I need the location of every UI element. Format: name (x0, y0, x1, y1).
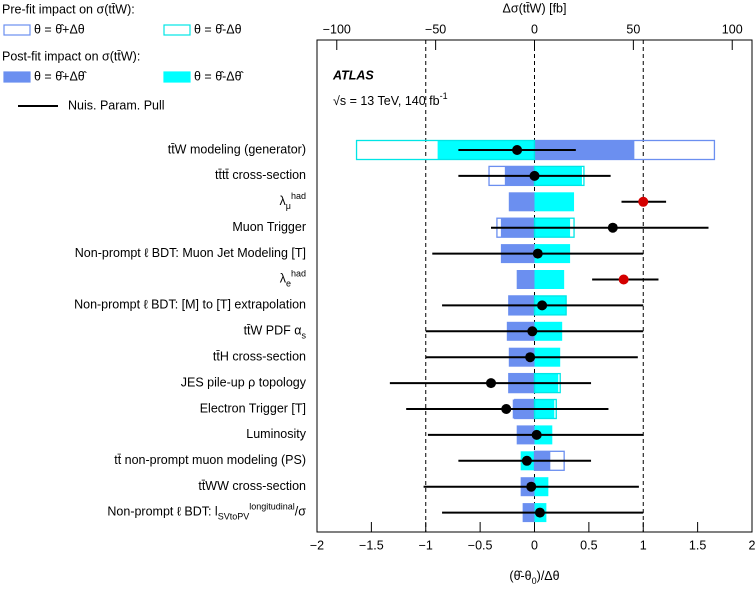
x-tick-label: −1.5 (359, 538, 384, 552)
x2-tick-label: −100 (323, 22, 351, 36)
x-axis-label-base: (θ̂-θ (509, 569, 531, 583)
pull-point (534, 507, 545, 518)
pull-point (527, 326, 538, 337)
x-tick-label: −1 (419, 538, 433, 552)
postfit-bar (534, 270, 565, 289)
legend-swatch (3, 24, 31, 36)
category-label-base: λ (280, 194, 287, 208)
x-axis-label-tail: )/Δθ (537, 569, 560, 583)
legend-label: θ = θ̂-Δθ̂ (194, 69, 245, 83)
postfit-bar (534, 192, 575, 212)
category-label: tt̄W modeling (generator) (168, 142, 306, 156)
x-tick-label: 1.5 (689, 538, 706, 552)
energy-label-sup: -1 (440, 91, 448, 101)
pull-point (532, 248, 543, 259)
category-label-base: tt̄W PDF α (244, 324, 302, 338)
atlas-label: ATLAS (332, 68, 374, 82)
category-label: Electron Trigger [T] (200, 401, 306, 415)
category-label: Muon Trigger (232, 220, 306, 234)
x-axis-label: (θ̂-θ0)/Δθ (509, 569, 559, 586)
x-tick-label: −2 (310, 538, 324, 552)
category-label-tail: /σ (295, 505, 306, 519)
category-label: tt̄ non-prompt muon modeling (PS) (114, 453, 306, 467)
pull-point (638, 196, 649, 207)
legend-title: Post-fit impact on σ(tt̄W): (2, 49, 140, 63)
postfit-bar (534, 140, 635, 160)
pull-point (531, 429, 542, 440)
category-label: Non-prompt ℓ BDT: lSVtoPVlongitudinal/σ (107, 502, 306, 522)
x2-tick-label: −50 (425, 22, 446, 36)
category-label: tt̄WW cross-section (198, 479, 306, 493)
x2-tick-label: 50 (626, 22, 640, 36)
category-label-base: λ (280, 272, 287, 286)
postfit-bar (508, 192, 535, 212)
x2-tick-label: 100 (722, 22, 743, 36)
postfit-bar (516, 270, 535, 289)
legend-label: θ = θ̂-Δθ (194, 22, 242, 36)
category-label-sub: e (286, 279, 291, 289)
category-label-base: Non-prompt ℓ BDT: l (107, 505, 217, 519)
category-label: tt̄tt̄ cross-section (215, 168, 306, 182)
legend-swatch (163, 71, 191, 83)
energy-label-base: √s = 13 TeV, 140 fb (333, 94, 440, 108)
x-tick-label: 0 (531, 538, 538, 552)
category-label: tt̄H cross-section (213, 349, 306, 363)
category-label-sub: s (302, 331, 307, 341)
x-tick-label: 0.5 (580, 538, 597, 552)
pull-point (501, 404, 512, 414)
category-label: λμhad (280, 191, 306, 211)
pull-point (521, 455, 532, 466)
category-label: JES pile-up ρ topology (181, 375, 307, 389)
x-axis-label-sub: 0 (532, 576, 537, 586)
legend-label: θ = θ̂+Δθ (34, 22, 85, 36)
legend-title: Pre-fit impact on σ(tt̄W): (2, 2, 135, 16)
pull-point (529, 170, 540, 181)
x2-tick-label: 0 (531, 22, 538, 36)
category-label-sup: longitudinal (249, 502, 295, 512)
category-label: Non-prompt ℓ BDT: Muon Jet Modeling [T] (75, 246, 306, 260)
category-label-sub: μ (286, 201, 291, 211)
energy-label: √s = 13 TeV, 140 fb-1 (333, 91, 448, 108)
legend-swatch (163, 24, 191, 36)
pull-point (486, 378, 496, 389)
x-tick-label: 2 (749, 538, 755, 552)
pull-point (607, 222, 618, 233)
x-tick-label: −0.5 (468, 538, 493, 552)
category-label: λehad (280, 269, 306, 289)
pull-point (618, 274, 629, 285)
pull-point (525, 352, 536, 363)
category-label-sup: had (291, 191, 306, 201)
category-label-sub: SVtoPV (218, 512, 250, 522)
legend-label: θ = θ̂+Δθ̂ (34, 69, 88, 83)
pull-point (512, 145, 523, 155)
pull-point (537, 300, 548, 311)
category-label: Luminosity (246, 427, 306, 441)
x2-axis-label: Δσ(tt̄W) [fb] (503, 1, 567, 15)
category-label: tt̄W PDF αs (244, 324, 307, 341)
legend-swatch (3, 71, 31, 83)
legend-label: Nuis. Param. Pull (68, 98, 165, 112)
x-tick-label: 1 (640, 538, 647, 552)
category-label: Non-prompt ℓ BDT: [M] to [T] extrapolati… (74, 298, 306, 312)
category-label-sup: had (291, 269, 306, 279)
pull-point (526, 481, 537, 492)
